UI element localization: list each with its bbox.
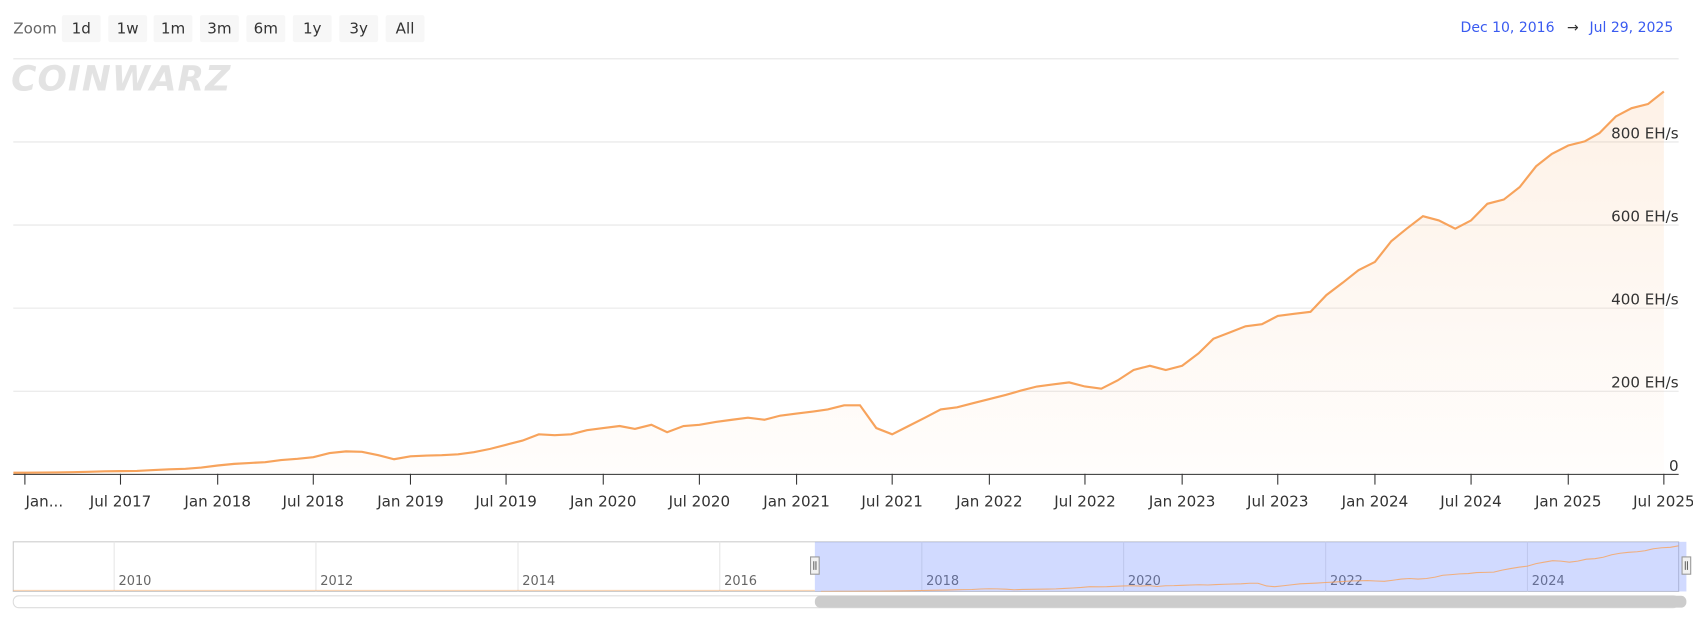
zoom-button[interactable]: 1y	[292, 15, 332, 43]
navigator-tick-label: 2010	[118, 574, 151, 589]
x-tick-label: Jan 2020	[569, 492, 637, 510]
x-tick-label: Jan 2024	[1341, 492, 1409, 510]
zoom-button-bg[interactable]	[108, 15, 148, 43]
x-tick-label: Jul 2021	[860, 492, 923, 510]
x-tick-label: Jul 2019	[474, 492, 536, 510]
x-tick-label: Jan 2022	[955, 492, 1023, 510]
zoom-button-bg[interactable]	[199, 15, 239, 43]
watermark: COINWARZ	[11, 59, 231, 99]
zoom-button-label[interactable]: All	[396, 20, 415, 38]
x-tick-label: Jan 2018	[183, 492, 251, 510]
zoom-button-bg[interactable]	[385, 15, 425, 43]
navigator-tick-label: 2012	[320, 574, 353, 589]
zoom-button-label[interactable]: 1d	[72, 20, 91, 38]
x-tick-label: Jul 2018	[282, 492, 345, 510]
zoom-button-label[interactable]: 1y	[303, 20, 322, 38]
range-to[interactable]: Jul 29, 2025	[1588, 20, 1673, 36]
navigator-tick-label: 2018	[926, 574, 959, 589]
x-tick-label: Jul 2020	[668, 492, 731, 510]
x-tick-label: Jan 2023	[1148, 492, 1216, 510]
x-tick-label: Jan 2019	[376, 492, 444, 510]
navigator-selection	[814, 541, 1687, 592]
area	[13, 91, 1664, 474]
series-line	[13, 90, 1665, 474]
plot	[13, 90, 1665, 474]
zoom-buttons: 1d 1w 1m 3m 6m 1y 3y All	[61, 15, 425, 43]
zoom-button-bg[interactable]	[339, 15, 379, 43]
zoom-button[interactable]: 3m	[199, 15, 239, 43]
y-tick-label: 0	[1669, 457, 1679, 475]
range-arrow: →	[1567, 20, 1579, 36]
zoom-button[interactable]: 1w	[108, 15, 148, 43]
navigator-tick-label: 2024	[1532, 574, 1565, 589]
y-tick-label: 600 EH/s	[1611, 207, 1679, 225]
y-tick-label: 800 EH/s	[1611, 124, 1679, 142]
x-tick-label: Jan...	[24, 492, 63, 510]
range-from[interactable]: Dec 10, 2016	[1461, 20, 1555, 36]
navigator-series	[820, 545, 1679, 592]
zoom-button-label[interactable]: 1m	[161, 20, 185, 38]
navigator-bg	[12, 541, 1680, 593]
navigator-handle[interactable]	[1681, 556, 1692, 575]
x-tick-label: Jul 2024	[1439, 492, 1502, 510]
navigator-tick-label: 2014	[522, 574, 555, 589]
zoom-button[interactable]: 3y	[339, 15, 379, 43]
x-tick-label: Jul 2022	[1053, 492, 1116, 510]
y-tick-label: 200 EH/s	[1611, 374, 1679, 392]
zoom-button-label[interactable]: 3m	[207, 20, 231, 38]
scrollbar-thumb[interactable]	[814, 595, 1687, 608]
zoom-button[interactable]: 1d	[61, 15, 101, 43]
zoom-button[interactable]: 6m	[246, 15, 286, 43]
y-tick-label: 400 EH/s	[1611, 291, 1679, 309]
x-tick-label: Jul 2017	[89, 492, 151, 510]
axes: 0 200 EH/s 400 EH/s 600 EH/s 800 EH/s Jan... J…	[13, 124, 1693, 510]
zoom-button-label[interactable]: 1w	[117, 20, 139, 38]
navigator-tick-label: 2016	[724, 574, 757, 589]
zoom-button[interactable]: 1m	[153, 15, 193, 43]
zoom-button[interactable]: All	[385, 15, 425, 43]
x-tick-label: Jul 2025	[1632, 492, 1693, 510]
zoom-button-bg[interactable]	[153, 15, 193, 43]
navigator-handle[interactable]	[810, 556, 820, 575]
x-tick-label: Jul 2023	[1246, 492, 1309, 510]
x-tick-label: Jan 2021	[762, 492, 830, 510]
navigator: 20102012201420162018202020222024	[12, 541, 1692, 609]
zoom-button-label[interactable]: 6m	[254, 20, 278, 38]
zoom-button-label[interactable]: 3y	[349, 20, 368, 38]
zoom-label: Zoom	[13, 20, 57, 38]
zoom-button-bg[interactable]	[292, 15, 332, 43]
x-tick-label: Jan 2025	[1534, 492, 1602, 510]
zoom-button-bg[interactable]	[246, 15, 286, 43]
zoom-button-bg[interactable]	[61, 15, 101, 43]
